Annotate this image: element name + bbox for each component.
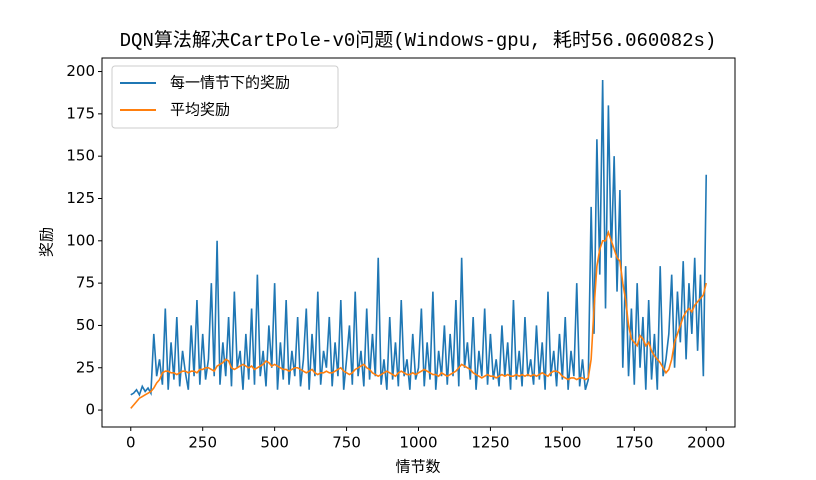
y-tick-label: 200 [66, 62, 95, 80]
y-tick-label: 100 [66, 231, 95, 249]
plot-frame [101, 57, 736, 428]
x-tick-label: 1250 [471, 434, 509, 452]
y-axis-label: 奖励 [38, 227, 56, 257]
x-axis-label: 情节数 [395, 458, 440, 476]
chart-title: DQN算法解决CartPole-v0问题(Windows-gpu, 耗时56.0… [120, 29, 717, 52]
x-tick-label: 2000 [687, 434, 725, 452]
legend-label: 每一情节下的奖励 [170, 74, 290, 92]
y-tick-label: 125 [66, 189, 95, 207]
y-tick-label: 175 [66, 104, 95, 122]
line-series [130, 79, 708, 397]
legend-box [111, 65, 339, 129]
y-tick-label: 75 [76, 274, 95, 292]
y-tick-label: 50 [76, 316, 95, 334]
y-tick-label: 25 [76, 358, 95, 376]
x-tick-label: 0 [126, 434, 136, 452]
x-tick-label: 750 [332, 434, 361, 452]
x-tick-label: 500 [260, 434, 289, 452]
x-tick-label: 1750 [615, 434, 653, 452]
x-tick-label: 1000 [399, 434, 437, 452]
y-tick-label: 150 [66, 147, 95, 165]
legend-label: 平均奖励 [170, 101, 230, 119]
line-series [130, 229, 708, 409]
x-tick-label: 1500 [543, 434, 581, 452]
y-tick-label: 0 [85, 401, 95, 419]
x-tick-label: 250 [188, 434, 217, 452]
